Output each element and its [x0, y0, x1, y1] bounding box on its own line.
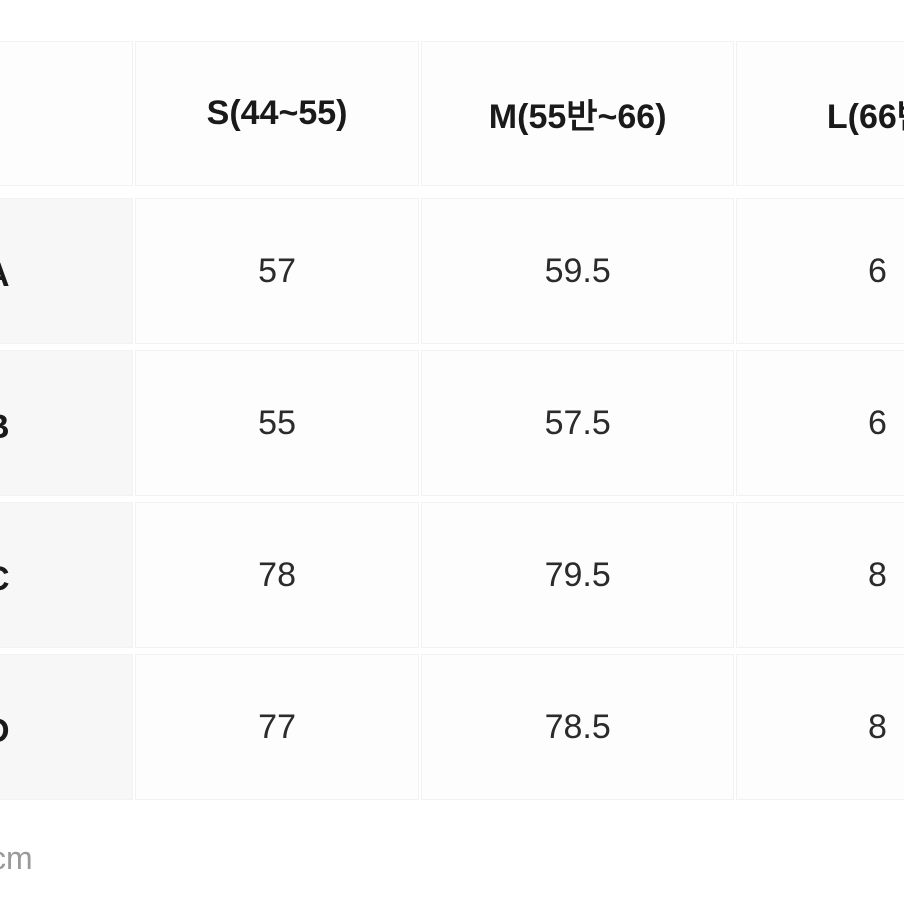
cell: 6: [735, 344, 904, 496]
cell: 77: [134, 648, 421, 800]
size-table-wrapper: ZE S(44~55) M(55반~66) L(66반 슴 A 57 59.5 …: [0, 40, 904, 800]
table-row: 장 C 78 79.5 8: [0, 496, 904, 648]
cell: 57: [134, 192, 421, 344]
row-label-d: 장 D: [0, 648, 134, 800]
cell: 8: [735, 648, 904, 800]
table-row: 슴 A 57 59.5 6: [0, 192, 904, 344]
table-row: 장 D 77 78.5 8: [0, 648, 904, 800]
row-label-a: 슴 A: [0, 192, 134, 344]
cell: 79.5: [420, 496, 735, 648]
size-table: ZE S(44~55) M(55반~66) L(66반 슴 A 57 59.5 …: [0, 40, 904, 800]
table-row: 반 B 55 57.5 6: [0, 344, 904, 496]
col-header-size: ZE: [0, 40, 134, 192]
table-header-row: ZE S(44~55) M(55반~66) L(66반: [0, 40, 904, 192]
cell: 59.5: [420, 192, 735, 344]
cell: 6: [735, 192, 904, 344]
row-label-c: 장 C: [0, 496, 134, 648]
cell: 8: [735, 496, 904, 648]
cell: 78.5: [420, 648, 735, 800]
cell: 55: [134, 344, 421, 496]
cell: 78: [134, 496, 421, 648]
col-header-m: M(55반~66): [420, 40, 735, 192]
unit-note: cm: [0, 840, 33, 877]
cell: 57.5: [420, 344, 735, 496]
col-header-l: L(66반: [735, 40, 904, 192]
col-header-s: S(44~55): [134, 40, 421, 192]
row-label-b: 반 B: [0, 344, 134, 496]
